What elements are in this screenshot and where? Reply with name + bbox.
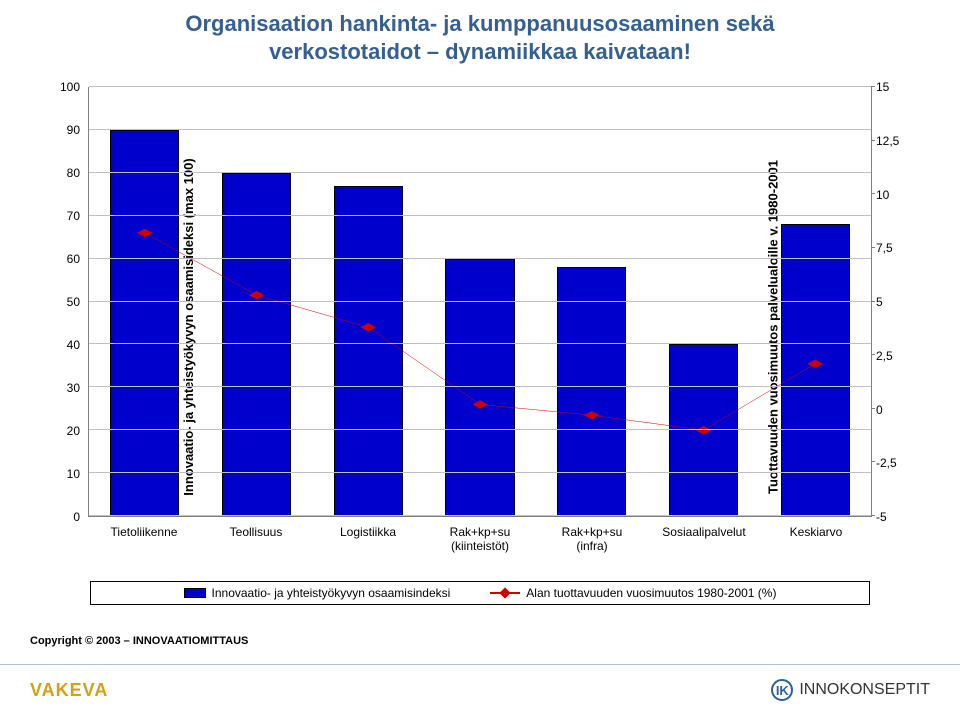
legend-swatch-line [490,587,520,599]
chart-container: Innovaatio- ja yhteistyökyvyn osaamiside… [30,77,930,577]
x-axis-label: Teollisuus [230,525,283,539]
y1-ticks: 0102030405060708090100 [52,87,84,517]
logo-right: IK INNOKONSEPTIT [771,679,930,701]
x-axis-label: Rak+kp+su (kiinteistöt) [450,525,511,554]
legend-item-bar: Innovaatio- ja yhteistyökyvyn osaamisind… [184,586,451,600]
legend-label-line: Alan tuottavuuden vuosimuutos 1980-2001 … [526,586,776,600]
footer-divider [0,664,960,665]
logo-mark-icon: IK [771,679,793,701]
x-axis-label: Rak+kp+su (infra) [562,525,623,554]
y2-ticks: -5-2,502,557,51012,515 [872,87,908,517]
logo-left: VAKEVA [30,680,108,701]
copyright-text: Copyright © 2003 – INNOVAATIOMITTAUS [30,635,248,647]
title-line2: verkostotaidot – dynamiikkaa kaivataan! [269,39,691,64]
chart-title: Organisaation hankinta- ja kumppanuusosa… [0,0,960,69]
x-axis-label: Sosiaalipalvelut [662,525,745,539]
plot-area [88,87,872,517]
x-axis-label: Logistiikka [340,525,396,539]
legend-item-line: Alan tuottavuuden vuosimuutos 1980-2001 … [490,586,776,600]
legend: Innovaatio- ja yhteistyökyvyn osaamisind… [90,581,870,605]
x-axis-label: Tietoliikenne [111,525,178,539]
legend-label-bar: Innovaatio- ja yhteistyökyvyn osaamisind… [212,586,451,600]
line-layer [89,87,871,516]
x-axis-label: Keskiarvo [790,525,843,539]
legend-swatch-bar [184,588,206,598]
logo-right-text: INNOKONSEPTIT [799,681,930,699]
title-line1: Organisaation hankinta- ja kumppanuusosa… [185,11,774,36]
x-axis-labels: Tietoliikenne Teollisuus Logistiikka Rak+kp… [88,521,872,577]
